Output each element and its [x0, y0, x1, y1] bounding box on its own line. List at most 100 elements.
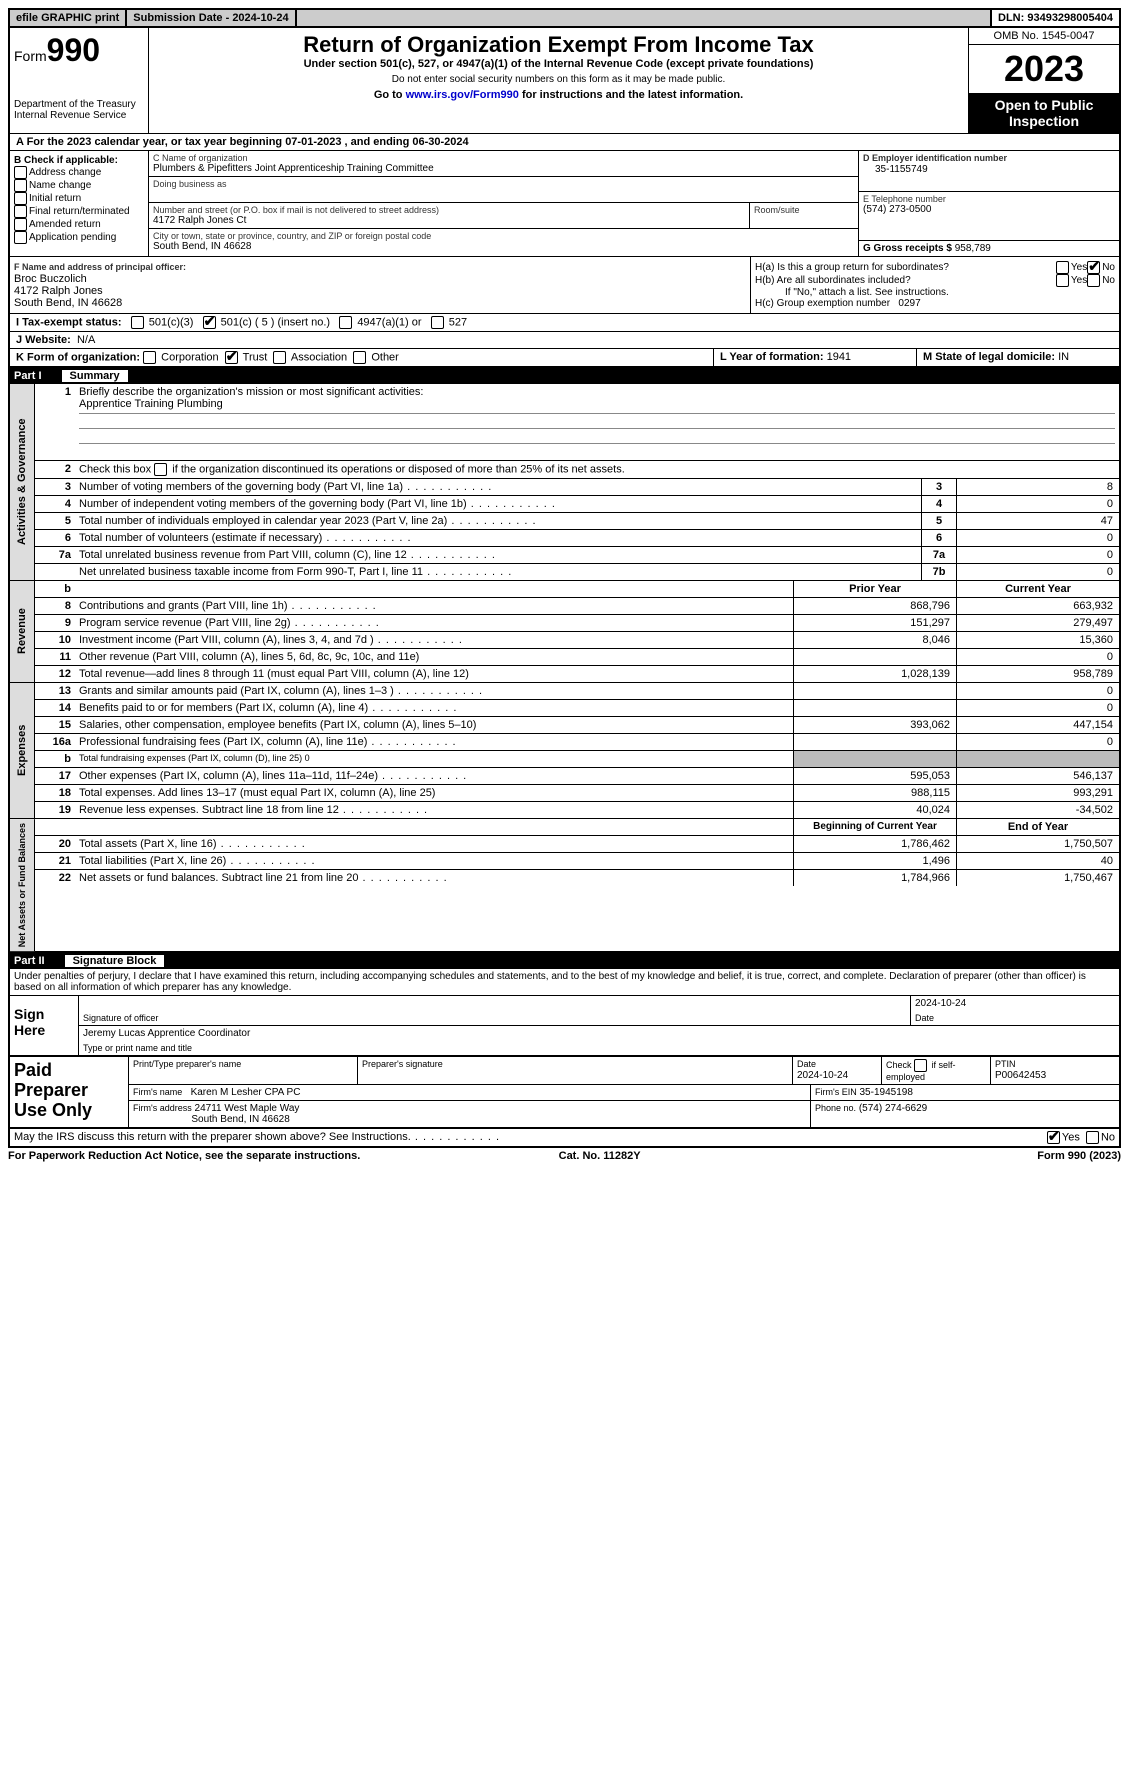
r10py: 8,046	[793, 632, 956, 648]
opt-corp: Corporation	[161, 351, 218, 363]
mission-text: Apprentice Training Plumbing	[79, 398, 223, 410]
r18py: 988,115	[793, 785, 956, 801]
r13: Grants and similar amounts paid (Part IX…	[75, 683, 793, 699]
opt-501c3: 501(c)(3)	[149, 316, 194, 328]
street-address: 4172 Ralph Jones Ct	[153, 215, 745, 226]
gross-label: G Gross receipts $	[863, 243, 952, 254]
cb-final: Final return/terminated	[29, 206, 130, 217]
phone-label: E Telephone number	[863, 194, 1115, 204]
r15: Salaries, other compensation, employee b…	[75, 717, 793, 733]
r16bpy	[793, 751, 956, 767]
part2-label: Part II	[14, 955, 45, 967]
inspection-label: Open to Public Inspection	[969, 93, 1119, 133]
r8: Contributions and grants (Part VIII, lin…	[75, 598, 793, 614]
dept-label: Department of the Treasury Internal Reve…	[14, 99, 144, 121]
firm-ein: 35-1945198	[860, 1087, 913, 1098]
ptin: P00642453	[995, 1070, 1046, 1081]
row-i: I Tax-exempt status: 501(c)(3) 501(c) ( …	[10, 313, 1119, 331]
l-label: L Year of formation:	[720, 351, 824, 363]
opt-4947: 4947(a)(1) or	[357, 316, 421, 328]
r17cy: 546,137	[956, 768, 1119, 784]
r9py: 151,297	[793, 615, 956, 631]
r22py: 1,784,966	[793, 870, 956, 886]
r20: Total assets (Part X, line 16)	[75, 836, 793, 852]
domicile: IN	[1058, 351, 1069, 363]
hc-value: 0297	[898, 298, 920, 309]
submission-date: Submission Date - 2024-10-24	[127, 10, 296, 26]
row-klm: K Form of organization: Corporation Trus…	[10, 348, 1119, 366]
gross-value: 958,789	[955, 243, 991, 254]
row-j: J Website: N/A	[10, 331, 1119, 348]
cb-amended: Amended return	[29, 219, 101, 230]
r11py	[793, 649, 956, 665]
room-label: Room/suite	[754, 205, 854, 215]
v6: 0	[956, 530, 1119, 546]
r21py: 1,496	[793, 853, 956, 869]
cb-name-change: Name change	[29, 180, 91, 191]
ssn-warning: Do not enter social security numbers on …	[153, 74, 964, 85]
prep-date: 2024-10-24	[797, 1070, 848, 1081]
phone-value: (574) 273-0500	[863, 204, 1115, 215]
r14py	[793, 700, 956, 716]
m-label: M State of legal domicile:	[923, 351, 1055, 363]
r19cy: -34,502	[956, 802, 1119, 818]
form-label: Form	[14, 48, 47, 64]
goto-link[interactable]: Go to www.irs.gov/Form990 for instructio…	[153, 89, 964, 101]
r12cy: 958,789	[956, 666, 1119, 682]
vlabel-netassets: Net Assets or Fund Balances	[10, 819, 35, 951]
part1-label: Part I	[14, 370, 42, 382]
sign-date: 2024-10-24	[911, 996, 1119, 1011]
q1-label: Briefly describe the organization's miss…	[79, 386, 423, 398]
r18cy: 993,291	[956, 785, 1119, 801]
part1-header: Part I Summary	[8, 368, 1121, 384]
dln: DLN: 93493298005404	[990, 10, 1119, 26]
r15py: 393,062	[793, 717, 956, 733]
r21: Total liabilities (Part X, line 26)	[75, 853, 793, 869]
v4: 0	[956, 496, 1119, 512]
r11cy: 0	[956, 649, 1119, 665]
prep-h5: PTIN	[995, 1059, 1016, 1069]
preparer-title: Paid Preparer Use Only	[10, 1057, 129, 1127]
firm-ein-label: Firm's EIN	[815, 1087, 857, 1097]
b-header: B Check if applicable:	[14, 155, 118, 166]
eoy-hdr: End of Year	[956, 819, 1119, 835]
may-discuss-text: May the IRS discuss this return with the…	[14, 1131, 1047, 1144]
addr-label: Number and street (or P.O. box if mail i…	[153, 205, 745, 215]
firm-addr2: South Bend, IN 46628	[191, 1114, 289, 1125]
section-c: C Name of organization Plumbers & Pipefi…	[149, 151, 858, 256]
r16a: Professional fundraising fees (Part IX, …	[75, 734, 793, 750]
firm-addr-label: Firm's address	[133, 1103, 192, 1113]
r10: Investment income (Part VIII, column (A)…	[75, 632, 793, 648]
firm-name: Karen M Lesher CPA PC	[191, 1087, 301, 1098]
section-f: F Name and address of principal officer:…	[10, 257, 750, 313]
r20cy: 1,750,507	[956, 836, 1119, 852]
officer-addr1: 4172 Ralph Jones	[14, 285, 103, 297]
firm-addr1: 24711 West Maple Way	[195, 1103, 300, 1114]
firm-phone-label: Phone no.	[815, 1103, 856, 1113]
sign-here-label: Sign Here	[10, 996, 79, 1055]
r12py: 1,028,139	[793, 666, 956, 682]
sig-date-label: Date	[911, 1011, 1119, 1025]
org-name-label: C Name of organization	[153, 153, 854, 163]
vlabel-revenue: Revenue	[10, 581, 35, 682]
current-year-hdr: Current Year	[956, 581, 1119, 597]
website-label: J Website:	[16, 334, 71, 346]
r10cy: 15,360	[956, 632, 1119, 648]
q4: Number of independent voting members of …	[75, 496, 921, 512]
r9cy: 279,497	[956, 615, 1119, 631]
v3: 8	[956, 479, 1119, 495]
tax-status-label: I Tax-exempt status:	[16, 316, 122, 328]
r13py	[793, 683, 956, 699]
tax-year: 2023	[969, 45, 1119, 93]
prior-year-hdr: Prior Year	[793, 581, 956, 597]
website-value: N/A	[77, 334, 95, 346]
officer-name: Broc Buczolich	[14, 273, 87, 285]
footer-cat: Cat. No. 11282Y	[559, 1150, 641, 1162]
ein-value: 35-1155749	[863, 164, 1115, 175]
perjury-statement: Under penalties of perjury, I declare th…	[8, 969, 1121, 995]
prep-h3: Date	[797, 1059, 816, 1069]
r18: Total expenses. Add lines 13–17 (must eq…	[75, 785, 793, 801]
q3: Number of voting members of the governin…	[75, 479, 921, 495]
section-h: H(a) Is this a group return for subordin…	[750, 257, 1119, 313]
dba-label: Doing business as	[153, 179, 854, 189]
